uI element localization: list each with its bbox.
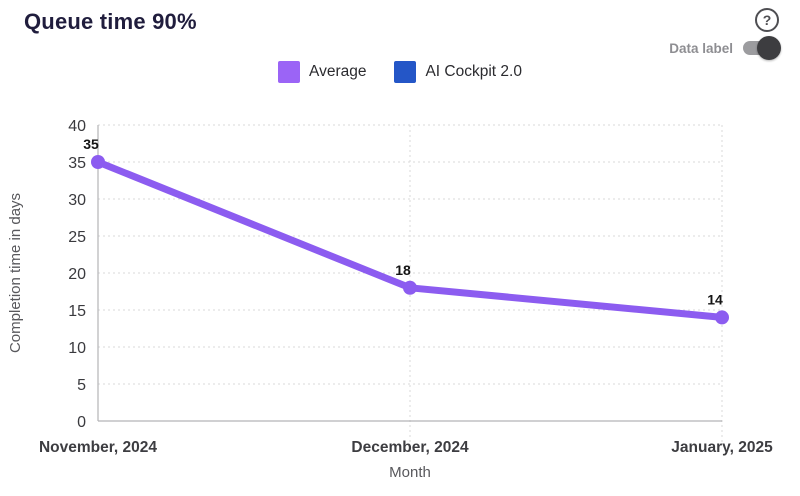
x-axis-tick-label: January, 2025: [671, 439, 773, 456]
toggle-thumb-icon: [757, 36, 781, 60]
data-label-toggle-label: Data label: [669, 40, 733, 56]
legend-label: Average: [309, 63, 367, 80]
data-point[interactable]: [91, 155, 105, 169]
data-label-toggle-row: Data label: [669, 36, 781, 60]
y-axis-tick-label: 20: [68, 266, 86, 283]
legend-swatch-icon: [394, 61, 417, 83]
x-axis-tick-label: December, 2024: [351, 439, 469, 456]
data-point[interactable]: [715, 310, 729, 325]
y-axis-tick-label: 35: [68, 155, 86, 172]
data-point-label: 14: [707, 291, 723, 307]
y-axis-tick-label: 15: [68, 303, 86, 320]
data-point-label: 18: [395, 262, 411, 278]
help-button[interactable]: ?: [755, 8, 779, 32]
y-axis-tick-label: 25: [68, 229, 86, 246]
question-mark-icon: ?: [762, 12, 772, 28]
x-axis-tick-label: November, 2024: [39, 439, 157, 456]
y-axis-tick-label: 30: [68, 192, 86, 209]
x-axis-title: Month: [389, 464, 431, 481]
legend-label: AI Cockpit 2.0: [425, 63, 522, 80]
page-title: Queue time 90%: [24, 9, 197, 34]
y-axis-tick-label: 10: [68, 340, 86, 357]
chart-legend: Average AI Cockpit 2.0: [0, 61, 800, 83]
legend-swatch-icon: [278, 61, 301, 83]
y-axis-tick-label: 5: [77, 377, 86, 394]
legend-item-average[interactable]: Average: [278, 61, 366, 83]
legend-item-ai-cockpit-2-0[interactable]: AI Cockpit 2.0: [394, 61, 522, 83]
data-point-label: 35: [83, 136, 99, 152]
y-axis-tick-label: 40: [68, 118, 86, 135]
data-label-toggle-switch[interactable]: [743, 36, 781, 60]
y-axis-title: Completion time in days: [7, 193, 24, 353]
data-point[interactable]: [403, 280, 417, 295]
y-axis-tick-label: 0: [77, 414, 86, 431]
